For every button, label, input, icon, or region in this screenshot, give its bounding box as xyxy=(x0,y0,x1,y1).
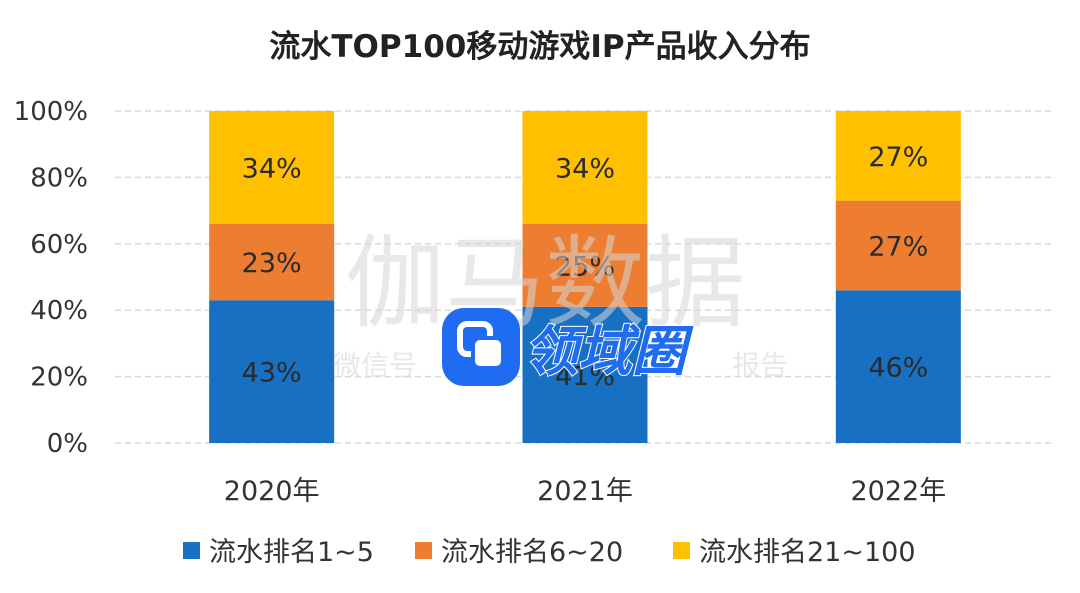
bar-segment xyxy=(209,300,335,443)
data-label: 43% xyxy=(242,358,302,389)
bar-segment xyxy=(522,111,648,224)
y-tick-label: 60% xyxy=(30,230,88,260)
y-axis-ticks: 0% 20% 40% 60% 80% 100% xyxy=(14,97,88,459)
data-label: 27% xyxy=(868,231,928,262)
data-label: 34% xyxy=(242,153,302,184)
bar-segment xyxy=(522,306,648,443)
data-label: 25% xyxy=(555,251,615,282)
legend-swatch xyxy=(415,542,432,559)
x-category-label: 2020年 xyxy=(224,476,320,507)
y-tick-label: 40% xyxy=(30,296,88,326)
legend-label: 流水排名21~100 xyxy=(699,537,916,568)
bar-segment xyxy=(522,223,648,307)
bar-segment xyxy=(835,290,961,443)
watermark-sub-right: 报告 xyxy=(732,349,788,382)
y-tick-label: 80% xyxy=(30,163,88,193)
y-tick-label: 0% xyxy=(47,429,88,459)
logo-square-front-icon xyxy=(471,336,505,370)
y-tick-label: 20% xyxy=(30,363,88,393)
data-label: 46% xyxy=(868,353,928,384)
y-tick-label: 100% xyxy=(14,97,88,127)
watermark: 伽马数据 微信号 报告 xyxy=(333,225,788,382)
x-category-label: 2022年 xyxy=(850,476,946,507)
data-label: 23% xyxy=(242,248,302,279)
chart-title: 流水TOP100移动游戏IP产品收入分布 xyxy=(269,29,810,65)
bar-segment xyxy=(835,111,961,201)
data-label: 34% xyxy=(555,153,615,184)
bar-segment xyxy=(835,200,961,291)
bars: 43% 23% 34% 41% 25% 34% 46% 27% 27% xyxy=(209,111,961,443)
watermark-main: 伽马数据 xyxy=(345,225,745,342)
data-label: 27% xyxy=(868,142,928,173)
logo-text: 领域圈 xyxy=(524,320,694,383)
watermark-sub-left: 微信号 xyxy=(333,349,417,382)
legend-label: 流水排名1~5 xyxy=(209,537,374,568)
x-axis-categories: 2020年 2021年 2022年 xyxy=(224,476,946,507)
legend: 流水排名1~5 流水排名6~20 流水排名21~100 xyxy=(183,537,916,568)
legend-label: 流水排名6~20 xyxy=(441,537,623,568)
logo-watermark: 领域圈 xyxy=(442,308,695,386)
bar-segment xyxy=(209,111,335,224)
legend-swatch xyxy=(183,542,200,559)
legend-swatch xyxy=(673,542,690,559)
x-category-label: 2021年 xyxy=(537,476,633,507)
bar-segment xyxy=(209,223,335,301)
data-label: 41% xyxy=(555,361,615,392)
